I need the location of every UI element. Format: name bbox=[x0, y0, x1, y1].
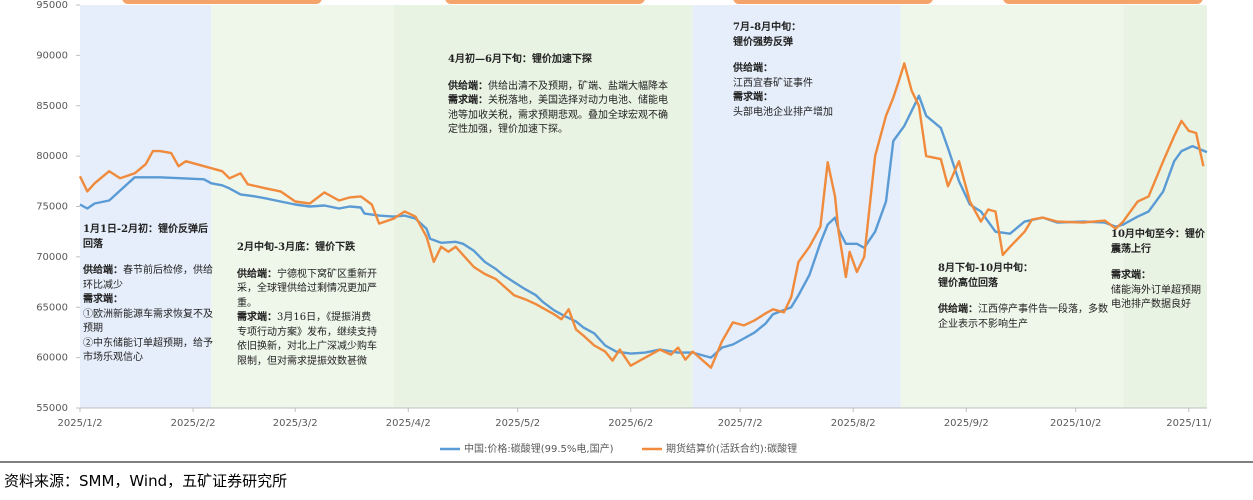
annotation-block: 供给端： 江西宜春矿证事件 bbox=[733, 62, 853, 91]
x-tick-label: 2025/4/2 bbox=[386, 418, 431, 429]
annotation-block: 需求端：3月16日，《提振消费专项行动方案》发布，继续支持依旧换新，对北上广深减… bbox=[237, 311, 377, 369]
x-tick-label: 2025/8/2 bbox=[831, 418, 876, 429]
annotation-text: 江西停产事件告一段落，多数企业表示不影响生产 bbox=[938, 304, 1108, 330]
y-tick-label: 80000 bbox=[36, 151, 68, 162]
phase-band bbox=[1123, 5, 1207, 408]
annotation-text: 储能海外订单超预期 bbox=[1111, 284, 1201, 296]
annotation-title: 2月中旬-3月底：锂价下跌 bbox=[237, 242, 356, 253]
x-tick-label: 2025/1/2 bbox=[58, 418, 103, 429]
x-tick-label: 2025/3/2 bbox=[273, 418, 318, 429]
y-tick-label: 60000 bbox=[36, 353, 68, 364]
annotation-title: 7月-8月中旬： bbox=[733, 22, 802, 33]
y-tick-label: 70000 bbox=[36, 252, 68, 263]
annotation: 10月中旬至今：锂价震荡上行需求端： 储能海外订单超预期 电池排产数据良好 bbox=[1111, 228, 1207, 313]
decor-tab bbox=[445, 0, 645, 4]
annotation-label: 供给端： bbox=[733, 63, 773, 74]
phase-band bbox=[80, 5, 212, 408]
x-tick-label: 2025/7/2 bbox=[718, 418, 763, 429]
y-tick-label: 90000 bbox=[36, 50, 68, 61]
y-tick-label: 95000 bbox=[36, 0, 68, 11]
decor-tab bbox=[1003, 0, 1203, 4]
x-tick-label: 2025/11/ bbox=[1166, 418, 1212, 429]
annotation-block: 需求端： 储能海外订单超预期 电池排产数据良好 bbox=[1111, 269, 1207, 313]
annotation-text: 供给出清不及预期，矿端、盐端大幅降本 bbox=[488, 80, 668, 92]
legend-label: 期货结算价(活跃合约):碳酸锂 bbox=[666, 442, 797, 455]
annotation-text: ①欧洲新能源车需求恢复不及预期 bbox=[83, 308, 213, 335]
annotation-label: 供给端： bbox=[83, 265, 123, 276]
annotation-blocks: 供给端：江西停产事件告一段落，多数企业表示不影响生产 bbox=[938, 303, 1108, 332]
annotation-blocks: 供给端：春节前后检修，供给环比减少 需求端： ①欧洲新能源车需求恢复不及预期 ②中东储… bbox=[83, 264, 218, 366]
annotation-label: 需求端： bbox=[237, 312, 277, 323]
annotation-title: 锂价强势反弹 bbox=[733, 36, 793, 48]
annotation-label: 供给端： bbox=[237, 268, 277, 280]
annotation-block: 供给端：江西停产事件告一段落，多数企业表示不影响生产 bbox=[938, 303, 1108, 332]
annotation-block: 供给端：供给出清不及预期，矿端、盐端大幅降本 bbox=[448, 80, 673, 95]
annotation-block: 需求端：关税落地，美国选择对动力电池、储能电池等加收关税，需求预期悲观。叠加全球… bbox=[448, 94, 673, 138]
annotation: 7月-8月中旬： 锂价强势反弹 供给端： 江西宜春矿证事件 需求端： 头部电池企业排产增加 bbox=[733, 21, 853, 120]
y-tick-label: 75000 bbox=[36, 202, 68, 213]
annotation-label: 供给端： bbox=[938, 304, 978, 315]
y-tick-label: 55000 bbox=[36, 403, 68, 414]
decor-tab bbox=[733, 0, 933, 4]
annotation-title: 4月初—6月下旬：锂价加速下探 bbox=[448, 54, 592, 65]
annotation-block: 需求端： ①欧洲新能源车需求恢复不及预期 ②中东储能订单超预期，给予市场乐观信心 bbox=[83, 293, 218, 366]
phase-band bbox=[692, 5, 901, 408]
annotation: 4月初—6月下旬：锂价加速下探 供给端：供给出清不及预期，矿端、盐端大幅降本 需求端… bbox=[448, 53, 673, 138]
x-tick-label: 2025/6/2 bbox=[608, 418, 653, 429]
annotation-label: 需求端： bbox=[733, 92, 773, 103]
decor-tab bbox=[122, 0, 322, 4]
x-tick-label: 2025/2/2 bbox=[171, 418, 216, 429]
annotation-title: 锂价高位回落 bbox=[938, 277, 998, 289]
annotation-block: 供给端：宁德枧下窝矿区重新开采，全球锂供给过剩情况更加严重。 bbox=[237, 268, 377, 312]
annotation-text: ②中东储能订单超预期，给予市场乐观信心 bbox=[83, 337, 213, 364]
y-tick-label: 65000 bbox=[36, 302, 68, 313]
annotation-text: 宁德枧下窝矿区重新开采，全球锂供给过剩情况更加严重。 bbox=[237, 268, 377, 309]
annotation-text: 关税落地，美国选择对动力电池、储能电池等加收关税，需求预期悲观。叠加全球宏观不确… bbox=[448, 95, 668, 135]
annotation: 8月下旬-10月中旬： 锂价高位回落 供给端：江西停产事件告一段落，多数企业表示不影… bbox=[938, 262, 1108, 332]
phase-band bbox=[393, 5, 693, 408]
annotation-blocks: 供给端：供给出清不及预期，矿端、盐端大幅降本 需求端：关税落地，美国选择对动力电池… bbox=[448, 80, 673, 138]
x-tick-label: 2025/9/2 bbox=[944, 418, 989, 429]
annotation-label: 供给端： bbox=[448, 80, 488, 92]
annotation-title: 8月下旬-10月中旬： bbox=[938, 263, 1034, 274]
annotation: 2月中旬-3月底：锂价下跌 供给端：宁德枧下窝矿区重新开采，全球锂供给过剩情况更加… bbox=[237, 241, 377, 369]
phase-band bbox=[900, 5, 1124, 408]
annotation-text: 3月16日，《提振消费专项行动方案》发布，继续支持依旧换新，对北上广深减少购车限… bbox=[237, 312, 377, 367]
annotation: 1月1日-2月初：锂价反弹后回落 供给端：春节前后检修，供给环比减少 需求端： ①欧洲… bbox=[83, 223, 218, 366]
annotation-label: 需求端： bbox=[448, 95, 488, 106]
annotation-text: 头部电池企业排产增加 bbox=[733, 106, 833, 118]
annotation-title: 10月中旬至今：锂价震荡上行 bbox=[1111, 229, 1205, 255]
annotation-block: 供给端：春节前后检修，供给环比减少 bbox=[83, 264, 218, 293]
annotation-label: 需求端： bbox=[83, 294, 123, 305]
annotation-block: 需求端： 头部电池企业排产增加 bbox=[733, 91, 853, 120]
annotation-text: 江西宜春矿证事件 bbox=[733, 77, 813, 89]
y-tick-label: 85000 bbox=[36, 101, 68, 112]
annotation-blocks: 供给端： 江西宜春矿证事件 需求端： 头部电池企业排产增加 bbox=[733, 62, 853, 120]
x-tick-label: 2025/10/2 bbox=[1050, 418, 1101, 429]
annotation-blocks: 供给端：宁德枧下窝矿区重新开采，全球锂供给过剩情况更加严重。 需求端：3月16日，… bbox=[237, 268, 377, 370]
source: 资料来源：SMM，Wind，五矿证券研究所 bbox=[4, 472, 288, 490]
x-tick-label: 2025/5/2 bbox=[495, 418, 540, 429]
annotation-title: 1月1日-2月初：锂价反弹后回落 bbox=[83, 224, 209, 250]
annotation-label: 需求端： bbox=[1111, 270, 1151, 281]
annotation-text: 春节前后检修，供给环比减少 bbox=[83, 265, 213, 291]
legend-label: 中国:价格:碳酸锂(99.5%电,国产) bbox=[464, 442, 614, 455]
annotation-text: 电池排产数据良好 bbox=[1111, 299, 1191, 310]
annotation-blocks: 需求端： 储能海外订单超预期 电池排产数据良好 bbox=[1111, 269, 1207, 313]
series-line bbox=[78, 62, 1205, 369]
